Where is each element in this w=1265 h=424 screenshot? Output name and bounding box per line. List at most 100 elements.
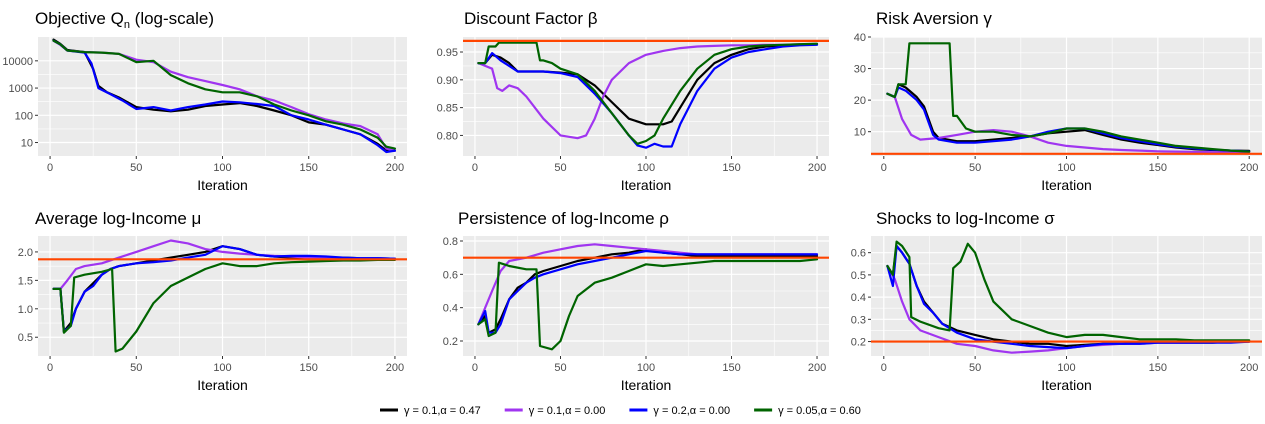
y-tick-label: 0.4 — [851, 292, 866, 304]
x-tick-label: 150 — [722, 162, 740, 174]
series-line-s1 — [477, 43, 819, 126]
series-group — [477, 243, 819, 351]
x-tick-label: 50 — [130, 162, 142, 174]
panel-6: 0 50 100 150 200 0.2 0.3 0.4 0.5 0.6 Shocks to log… — [851, 209, 1262, 393]
x-tick-label: 200 — [1240, 162, 1258, 174]
series-line-s4 — [886, 240, 1251, 342]
major-grid — [463, 236, 829, 356]
series-line-s3 — [52, 39, 396, 154]
legend-item-s4: γ = 0.05,α = 0.60 — [754, 405, 861, 417]
x-axis-label: Iteration — [197, 177, 248, 193]
x-tick-label: 150 — [1149, 162, 1167, 174]
series-group — [52, 38, 396, 154]
y-tick-label: 20 — [854, 95, 866, 107]
series-group — [477, 41, 819, 149]
y-tick-label: 1.0 — [18, 304, 33, 316]
panel-1: 0 50 100 150 200 10 100 1000 10000 Objective Qn (… — [2, 9, 407, 193]
panel-title: Discount Factor β — [464, 9, 598, 28]
panel-4: 0 50 100 150 200 0.5 1.0 1.5 2.0 Average log-Inco… — [18, 209, 407, 393]
x-tick-label: 150 — [300, 362, 318, 374]
panel-title: Risk Aversion γ — [876, 9, 992, 28]
series-line-s1 — [477, 248, 819, 334]
minor-grid — [463, 37, 829, 156]
y-tick-label: 0.80 — [437, 130, 458, 142]
y-tick-label: 10000 — [2, 56, 33, 68]
series-line-s4 — [52, 39, 396, 150]
x-tick-label: 100 — [637, 362, 655, 374]
x-tick-label: 100 — [213, 162, 231, 174]
x-axis-label: Iteration — [1041, 177, 1092, 193]
legend-label: γ = 0.1,α = 0.00 — [529, 405, 606, 417]
x-tick-label: 0 — [472, 162, 478, 174]
y-tick-label: 2.0 — [18, 247, 33, 259]
y-tick-label: 0.2 — [443, 336, 458, 348]
x-tick-label: 50 — [554, 362, 566, 374]
x-tick-label: 50 — [130, 362, 142, 374]
y-tick-label: 0.4 — [443, 303, 458, 315]
x-tick-label: 50 — [969, 362, 981, 374]
y-tick-label: 0.6 — [443, 269, 458, 281]
x-tick-label: 0 — [472, 362, 478, 374]
series-line-s4 — [477, 41, 819, 145]
y-tick-label: 10 — [21, 138, 33, 150]
x-axis-label: Iteration — [621, 177, 672, 193]
legend: γ = 0.1,α = 0.47 γ = 0.1,α = 0.00 γ = 0.2,… — [380, 405, 861, 417]
panel-title: Persistence of log-Income ρ — [458, 209, 669, 228]
x-tick-label: 100 — [1057, 162, 1075, 174]
y-tick-label: 0.3 — [851, 314, 866, 326]
legend-label: γ = 0.05,α = 0.60 — [778, 405, 861, 417]
x-tick-label: 50 — [554, 162, 566, 174]
x-tick-label: 200 — [808, 162, 826, 174]
series-line-s3 — [477, 43, 819, 149]
panel-3: 0 50 100 150 200 10 20 30 40 Risk Aversion γ Itera… — [854, 9, 1262, 193]
x-tick-label: 100 — [213, 362, 231, 374]
x-tick-label: 150 — [722, 362, 740, 374]
x-tick-label: 200 — [808, 362, 826, 374]
x-tick-label: 200 — [386, 362, 404, 374]
y-tick-label: 100 — [15, 110, 33, 122]
y-tick-label: 0.85 — [437, 103, 458, 115]
x-axis-label: Iteration — [1041, 377, 1092, 393]
series-line-s4 — [477, 258, 819, 351]
x-tick-label: 0 — [47, 362, 53, 374]
x-tick-label: 150 — [300, 162, 318, 174]
x-tick-label: 0 — [881, 362, 887, 374]
panel-title: Shocks to log-Income σ — [876, 209, 1055, 228]
y-tick-label: 1.5 — [18, 275, 33, 287]
y-tick-label: 0.2 — [851, 337, 866, 349]
y-tick-label: 0.90 — [437, 75, 458, 87]
y-tick-label: 0.6 — [851, 248, 866, 260]
y-tick-label: 10 — [854, 127, 866, 139]
x-tick-label: 100 — [1057, 362, 1075, 374]
x-tick-label: 200 — [1240, 362, 1258, 374]
legend-item-s2: γ = 0.1,α = 0.00 — [504, 405, 606, 417]
x-tick-label: 0 — [47, 162, 53, 174]
x-tick-label: 100 — [637, 162, 655, 174]
y-tick-label: 1000 — [9, 83, 33, 95]
series-group — [886, 42, 1251, 154]
x-tick-label: 50 — [969, 162, 981, 174]
series-line-s4 — [886, 42, 1251, 153]
legend-item-s3: γ = 0.2,α = 0.00 — [629, 405, 730, 417]
legend-label: γ = 0.1,α = 0.47 — [404, 405, 481, 417]
series-line-s4 — [52, 258, 396, 353]
panel-2: 0 50 100 150 200 0.80 0.85 0.90 0.95 Discount Fac… — [437, 9, 829, 193]
panel-title: Average log-Income μ — [35, 209, 201, 228]
major-grid — [38, 236, 407, 356]
x-axis-label: Iteration — [621, 377, 672, 393]
x-tick-label: 200 — [386, 162, 404, 174]
x-axis-label: Iteration — [197, 377, 248, 393]
y-tick-label: 0.5 — [18, 332, 33, 344]
major-grid — [463, 37, 829, 156]
legend-item-s1: γ = 0.1,α = 0.47 — [380, 405, 481, 417]
series-line-s3 — [477, 249, 819, 334]
y-tick-label: 0.8 — [443, 236, 458, 248]
y-tick-label: 0.95 — [437, 47, 458, 59]
series-line-s2 — [477, 43, 819, 140]
y-tick-label: 30 — [854, 64, 866, 76]
y-tick-label: 40 — [854, 32, 866, 44]
legend-label: γ = 0.2,α = 0.00 — [653, 405, 730, 417]
